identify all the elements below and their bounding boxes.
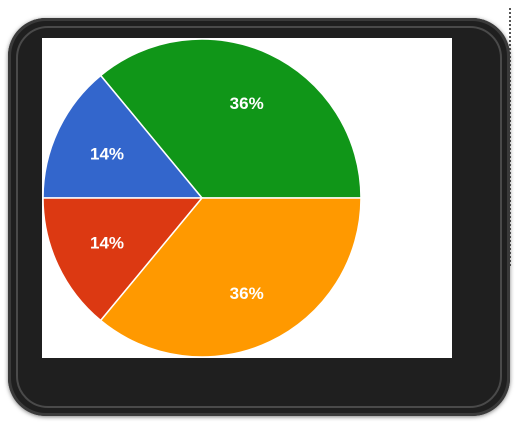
- slice-label: 14%: [90, 234, 124, 253]
- slice-red: [42, 197, 204, 322]
- pie-labels: 36% 14% 14% 36%: [90, 94, 264, 303]
- slice-blue: [42, 74, 204, 199]
- chart-area: 36% 14% 14% 36%: [42, 38, 452, 358]
- dotted-border: [509, 8, 511, 266]
- slice-label: 36%: [230, 94, 264, 113]
- slice-label: 14%: [90, 144, 124, 163]
- slice-green: [99, 38, 362, 199]
- slice-label: 36%: [230, 284, 264, 303]
- slice-orange: [99, 197, 362, 358]
- pie-slices: [42, 38, 362, 358]
- pie-chart: 36% 14% 14% 36%: [42, 38, 362, 358]
